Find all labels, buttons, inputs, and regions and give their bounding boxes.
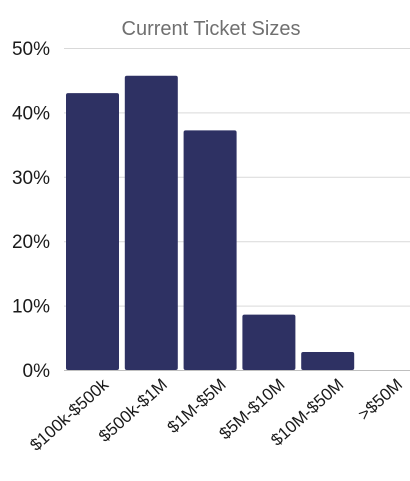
x-tick-label: $100k-$500k bbox=[26, 375, 112, 455]
bar bbox=[183, 130, 237, 370]
y-tick-label: 10% bbox=[12, 297, 50, 318]
x-tick-label: >$50M bbox=[354, 375, 406, 424]
y-axis-ticks: 0% 10% 20% 30% 40% 50% bbox=[12, 39, 50, 382]
y-tick-label: 30% bbox=[12, 168, 50, 189]
chart-title: Current Ticket Sizes bbox=[122, 18, 301, 40]
bar bbox=[124, 75, 178, 370]
grid-layer bbox=[64, 48, 410, 371]
y-tick-label: 40% bbox=[12, 103, 50, 124]
y-tick-label: 0% bbox=[23, 361, 51, 382]
y-tick-label: 20% bbox=[12, 232, 50, 253]
bar bbox=[66, 93, 119, 370]
x-axis-ticks: $100k-$500k$500k-$1M$1M-$5M$5M-$10M$10M-… bbox=[26, 375, 406, 455]
bars-layer bbox=[66, 75, 355, 370]
y-tick-label: 50% bbox=[12, 39, 50, 60]
bar bbox=[242, 314, 296, 370]
bar bbox=[301, 351, 355, 370]
